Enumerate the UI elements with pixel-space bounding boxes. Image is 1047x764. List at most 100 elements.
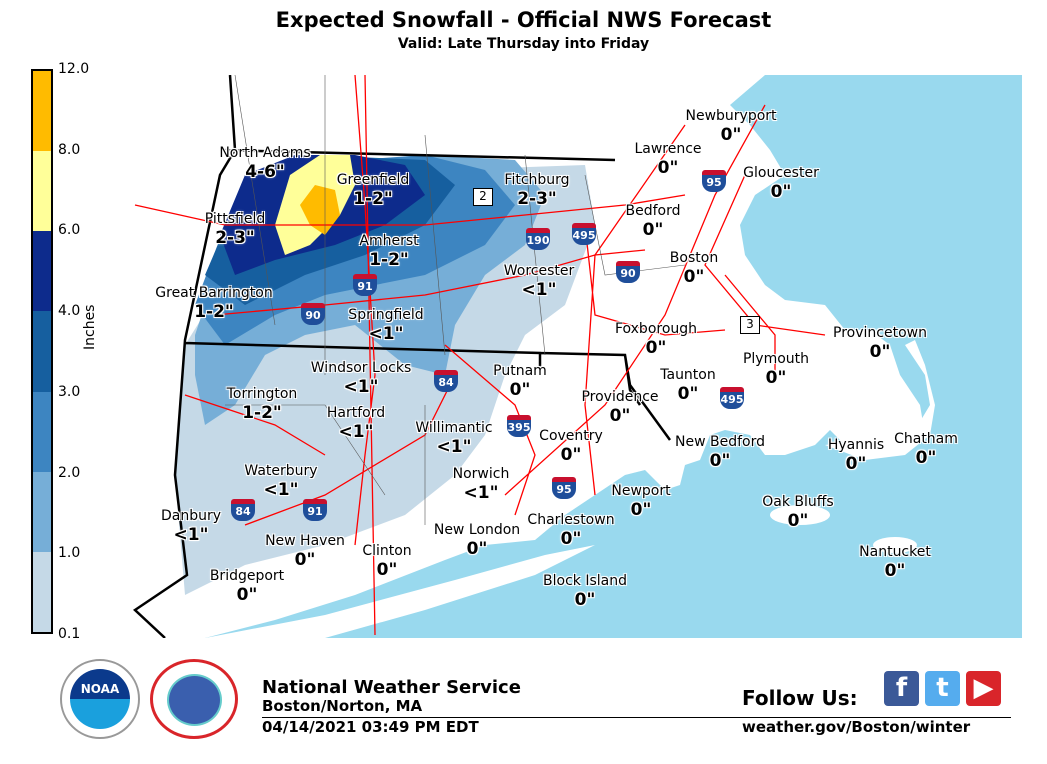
- city-label: Taunton: [660, 367, 716, 383]
- snow-amount-label: 0": [657, 158, 679, 178]
- snow-8-12: [300, 185, 340, 235]
- snow-amount-label: <1": [263, 480, 299, 500]
- snow-amount-label: 0": [709, 451, 731, 471]
- city-label: Torrington: [226, 386, 298, 402]
- city-label: New Bedford: [675, 434, 765, 450]
- legend-swatch: [33, 231, 51, 312]
- city-label: Chatham: [894, 431, 958, 447]
- city-label: Charlestown: [527, 512, 615, 528]
- nws-logo: [150, 659, 238, 739]
- snow-amount-label: 0": [466, 539, 488, 559]
- city-label: Newburyport: [685, 108, 777, 124]
- snow-amount-label: <1": [368, 324, 404, 344]
- legend-tick: 8.0: [58, 141, 81, 158]
- city-label: North Adams: [219, 145, 311, 161]
- facebook-icon[interactable]: f: [884, 671, 919, 706]
- city-label: Greenfield: [336, 172, 410, 188]
- route-shield: 95: [552, 477, 576, 499]
- route-shield: 190: [526, 228, 550, 250]
- legend-swatch: [33, 71, 51, 152]
- snow-amount-label: 0": [509, 380, 531, 400]
- city-label: Worcester: [503, 263, 575, 279]
- route-shield: 90: [301, 303, 325, 325]
- route-shield: 95: [702, 170, 726, 192]
- snow-amount-label: 0": [560, 445, 582, 465]
- legend-tick: 4.0: [58, 303, 81, 320]
- snow-amount-label: 0": [765, 368, 787, 388]
- marthas-vineyard: [770, 505, 830, 525]
- snow-amount-label: 1-2": [353, 189, 393, 209]
- snow-amount-label: 0": [915, 448, 937, 468]
- city-label: Lawrence: [634, 141, 702, 157]
- route-shield: 84: [231, 499, 255, 521]
- snow-amount-label: 0": [677, 384, 699, 404]
- city-label: Putnam: [493, 363, 547, 379]
- cape-cod: [825, 340, 935, 460]
- city-label: Boston: [669, 250, 719, 266]
- city-label: Block Island: [543, 573, 627, 589]
- snow-amount-label: 0": [720, 125, 742, 145]
- route-shield: 84: [434, 370, 458, 392]
- snow-amount-label: 0": [645, 338, 667, 358]
- snow-amount-label: 1-2": [369, 250, 409, 270]
- youtube-icon[interactable]: ▶: [966, 671, 1001, 706]
- snow-amount-label: <1": [436, 437, 472, 457]
- snow-amount-label: <1": [173, 525, 209, 545]
- city-label: Oak Bluffs: [762, 494, 834, 510]
- snow-amount-label: 2-3": [517, 189, 557, 209]
- city-label: Hartford: [326, 405, 386, 421]
- city-label: Gloucester: [743, 165, 819, 181]
- snow-amount-label: 0": [609, 406, 631, 426]
- city-label: New London: [433, 522, 521, 538]
- noaa-emblem: NOAA: [70, 669, 130, 729]
- city-label: Plymouth: [742, 351, 810, 367]
- snow-amount-label: 2-3": [215, 228, 255, 248]
- snow-amount-label: 1-2": [194, 302, 234, 322]
- city-label: Willimantic: [415, 420, 493, 436]
- city-label: Norwich: [452, 466, 510, 482]
- city-label: Coventry: [539, 428, 603, 444]
- city-label: Windsor Locks: [310, 360, 412, 376]
- twitter-icon[interactable]: t: [925, 671, 960, 706]
- website-link[interactable]: weather.gov/Boston/winter: [742, 718, 971, 736]
- city-label: Provincetown: [833, 325, 927, 341]
- legend-swatch: [33, 471, 51, 552]
- county-borders: [225, 74, 686, 525]
- timestamp: 04/14/2021 03:49 PM EDT: [262, 718, 479, 736]
- snow-amount-label: 0": [630, 500, 652, 520]
- legend-swatch: [33, 391, 51, 472]
- legend-swatch: [33, 311, 51, 392]
- legend-tick: 0.1: [58, 626, 81, 642]
- city-label: Waterbury: [244, 463, 318, 479]
- snowfall-legend: [31, 69, 53, 634]
- route-shield: 91: [353, 274, 377, 296]
- city-label: Springfield: [348, 307, 424, 323]
- snow-amount-label: 0": [376, 560, 398, 580]
- snow-amount-label: 0": [787, 511, 809, 531]
- nws-emblem: [167, 674, 222, 726]
- long-island: [205, 545, 595, 638]
- route-shield: 3: [740, 316, 760, 334]
- city-label: Fitchburg: [504, 172, 570, 188]
- snow-amount-label: 0": [884, 561, 906, 581]
- city-label: Foxborough: [614, 321, 698, 337]
- route-shield: 90: [616, 261, 640, 283]
- snow-amount-label: <1": [463, 483, 499, 503]
- route-shield: 395: [507, 415, 531, 437]
- route-shield: 495: [572, 223, 596, 245]
- city-label: Bridgeport: [209, 568, 285, 584]
- legend-axis-label: Inches: [82, 304, 98, 350]
- nantucket-island: [873, 537, 917, 553]
- snow-amount-label: <1": [343, 377, 379, 397]
- city-label: New Haven: [265, 533, 345, 549]
- snow-amount-label: <1": [338, 422, 374, 442]
- footer-divider: [262, 717, 1011, 718]
- state-borders: [132, 74, 672, 639]
- snow-amount-label: 0": [560, 529, 582, 549]
- snow-amount-label: 0": [869, 342, 891, 362]
- org-name: National Weather Service: [262, 677, 521, 698]
- route-shield: 2: [473, 188, 493, 206]
- follow-us: Follow Us:: [742, 686, 858, 710]
- legend-swatch: [33, 151, 51, 232]
- legend-tick: 6.0: [58, 222, 81, 239]
